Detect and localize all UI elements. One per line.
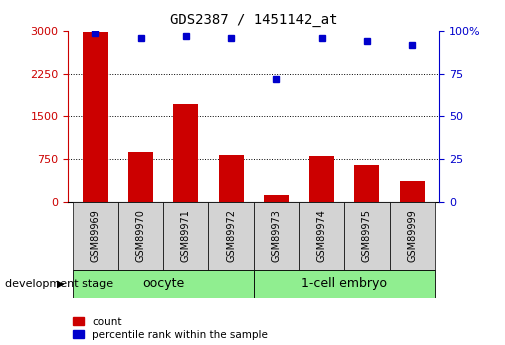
Bar (389, 202, 435, 270)
Bar (254, 202, 299, 270)
Text: oocyte: oocyte (142, 277, 184, 290)
Bar (219, 155, 243, 202)
Title: GDS2387 / 1451142_at: GDS2387 / 1451142_at (170, 13, 337, 27)
Text: development stage: development stage (5, 279, 113, 289)
Bar (73, 202, 118, 270)
Text: GSM89973: GSM89973 (271, 209, 281, 262)
Text: GSM89975: GSM89975 (362, 209, 372, 262)
Legend: count, percentile rank within the sample: count, percentile rank within the sample (73, 317, 268, 340)
Bar (173, 104, 198, 202)
Bar (83, 32, 108, 202)
Text: GSM89972: GSM89972 (226, 209, 236, 262)
Text: GSM89971: GSM89971 (181, 209, 191, 262)
Bar (264, 195, 289, 202)
Text: ▶: ▶ (57, 279, 64, 289)
Bar (254, 270, 435, 298)
Text: 1-cell embryo: 1-cell embryo (301, 277, 387, 290)
Text: GSM89974: GSM89974 (317, 209, 327, 262)
Bar (344, 202, 389, 270)
Bar (400, 181, 425, 202)
Bar (163, 202, 209, 270)
Bar (299, 202, 344, 270)
Bar (73, 270, 254, 298)
Text: GSM89969: GSM89969 (90, 209, 100, 262)
Bar (355, 165, 379, 202)
Text: GSM89999: GSM89999 (407, 209, 417, 262)
Bar (118, 202, 163, 270)
Bar (309, 156, 334, 202)
Bar (128, 152, 153, 202)
Text: GSM89970: GSM89970 (136, 209, 145, 262)
Bar (209, 202, 254, 270)
